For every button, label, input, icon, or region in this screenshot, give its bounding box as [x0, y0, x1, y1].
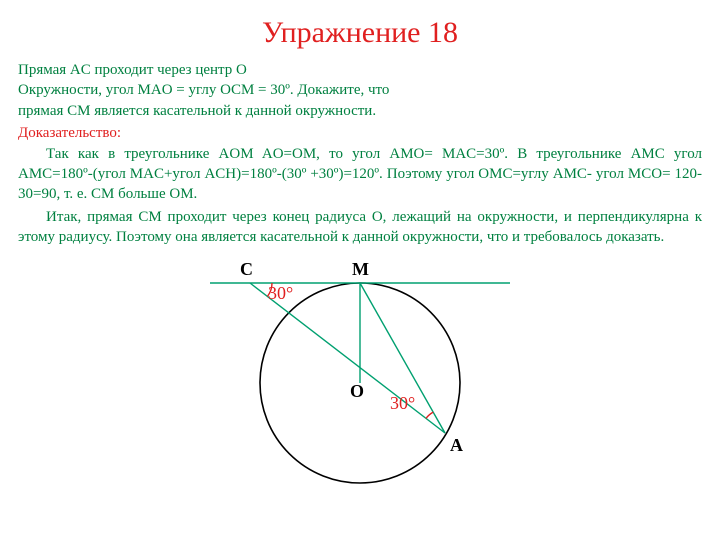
- proof-body: Так как в треугольнике AOM AO=OM, то уго…: [18, 144, 702, 247]
- problem-line-1: Прямая AC проходит через центр O: [18, 60, 702, 80]
- label-A: A: [450, 435, 463, 456]
- figure-svg: [210, 253, 510, 503]
- exercise-title: Упражнение 18: [18, 16, 702, 50]
- problem-line-3: прямая CM является касательной к данной …: [18, 101, 702, 121]
- angle-label-C: 30°: [268, 283, 293, 304]
- label-M: M: [352, 259, 369, 280]
- angle-label-A: 30°: [390, 393, 415, 414]
- problem-line-2: Окружности, угол MAO = углу OCM = 30º. Д…: [18, 80, 702, 100]
- label-O: O: [350, 381, 364, 402]
- proof-label: Доказательство:: [18, 125, 702, 142]
- problem-statement: Прямая AC проходит через центр O Окружно…: [18, 60, 702, 121]
- geometry-figure: C M O A 30° 30°: [210, 253, 510, 503]
- proof-paragraph-1: Так как в треугольнике AOM AO=OM, то уго…: [18, 144, 702, 205]
- proof-paragraph-2: Итак, прямая CM проходит через конец рад…: [18, 207, 702, 248]
- label-C: C: [240, 259, 253, 280]
